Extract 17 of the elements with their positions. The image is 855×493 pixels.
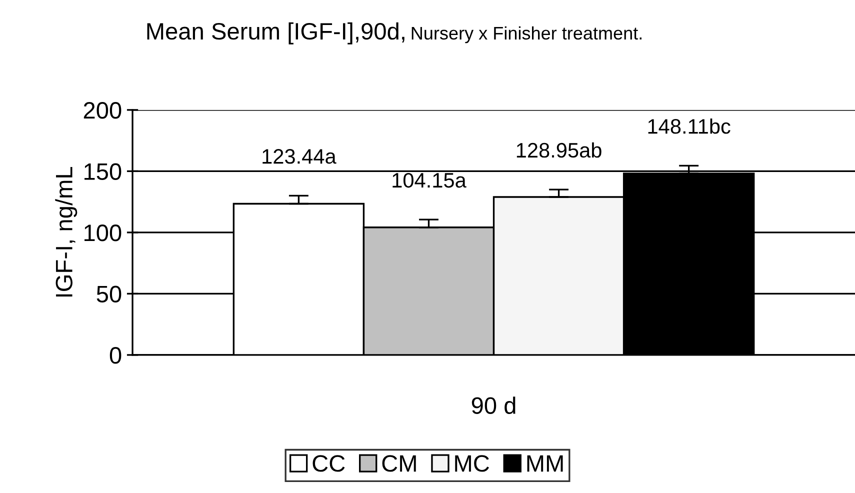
chart-subtitle: Nursery x Finisher treatment.	[412, 26, 642, 44]
y-tick-label: 0	[110, 347, 122, 364]
legend-label: MC	[455, 455, 490, 472]
data-label: 104.15a	[392, 172, 466, 188]
y-tick-label: 200	[84, 102, 122, 119]
data-label: 148.11bc	[648, 118, 730, 134]
y-tick-label: 50	[96, 286, 122, 302]
x-tick-label: 90 d	[472, 396, 516, 414]
y-tick-label: 100	[84, 224, 122, 242]
y-tick-label: 150	[84, 163, 122, 180]
legend-label: CM	[382, 455, 416, 472]
legend-label: MM	[527, 455, 563, 472]
data-label: 123.44a	[262, 149, 336, 164]
legend-label: CC	[312, 455, 345, 472]
chart-title: Mean Serum [IGF-I],90d,	[147, 22, 404, 44]
y-axis-title: IGF-I, ng/mL	[55, 166, 78, 297]
data-label: 128.95ab	[516, 142, 602, 158]
